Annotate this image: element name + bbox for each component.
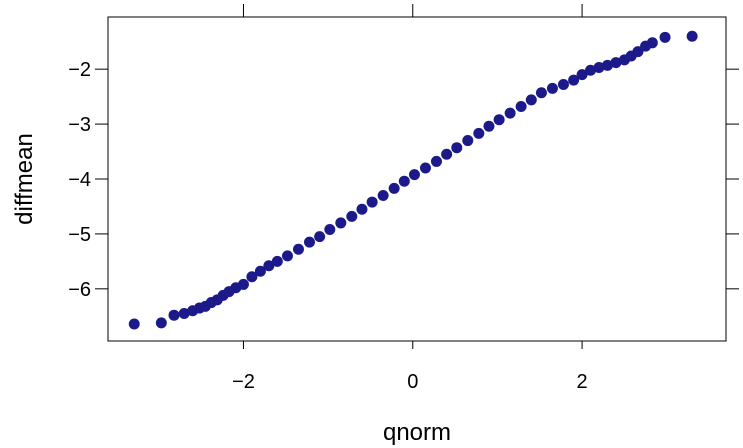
data-point — [585, 64, 597, 76]
data-point — [254, 265, 266, 277]
y-axis-title: diffmean — [11, 133, 38, 225]
data-point — [356, 203, 368, 215]
y-tick-label: −6 — [68, 279, 91, 301]
data-point — [473, 127, 485, 139]
data-point — [441, 148, 453, 160]
data-point — [601, 59, 613, 71]
x-tick-label: 2 — [577, 371, 588, 393]
data-point — [128, 318, 140, 330]
data-point — [493, 114, 505, 126]
data-point — [557, 79, 569, 91]
data-point — [515, 101, 527, 113]
data-point — [155, 317, 167, 329]
y-axis: −6 −5 −4 −3 −2 — [68, 59, 739, 301]
data-point — [281, 250, 293, 262]
data-point — [462, 135, 474, 147]
y-tick-label: −4 — [68, 169, 91, 191]
data-point — [237, 278, 249, 290]
data-point — [303, 236, 315, 248]
y-tick-label: −5 — [68, 224, 91, 246]
data-point — [576, 69, 588, 81]
data-point — [263, 260, 275, 272]
data-points — [128, 30, 698, 330]
data-point — [246, 271, 258, 283]
y-tick-label: −3 — [68, 114, 91, 136]
data-point — [504, 107, 516, 119]
data-point — [419, 162, 431, 174]
data-point — [324, 224, 336, 236]
data-point — [346, 210, 358, 222]
data-point — [659, 31, 671, 43]
data-point — [408, 169, 420, 181]
data-point — [168, 309, 180, 321]
data-point — [430, 155, 442, 167]
data-point — [568, 74, 580, 86]
data-point — [178, 308, 190, 320]
x-axis-title: qnorm — [383, 419, 451, 446]
data-point — [525, 94, 537, 106]
data-point — [593, 62, 605, 74]
data-point — [335, 217, 347, 229]
data-point — [632, 46, 644, 58]
data-point — [398, 175, 410, 187]
data-point — [377, 189, 389, 201]
data-point — [366, 196, 378, 208]
y-tick-label: −2 — [68, 59, 91, 81]
data-point — [686, 30, 698, 42]
x-axis: −2 0 2 — [232, 4, 588, 393]
data-point — [483, 120, 495, 132]
x-tick-label: −2 — [232, 371, 255, 393]
data-point — [271, 255, 283, 267]
x-tick-label: 0 — [407, 371, 418, 393]
data-point — [546, 82, 558, 94]
data-point — [535, 87, 547, 99]
data-point — [292, 243, 304, 255]
data-point — [451, 142, 463, 154]
data-point — [646, 37, 658, 49]
data-point — [610, 57, 622, 69]
data-point — [388, 182, 400, 194]
data-point — [314, 231, 326, 243]
